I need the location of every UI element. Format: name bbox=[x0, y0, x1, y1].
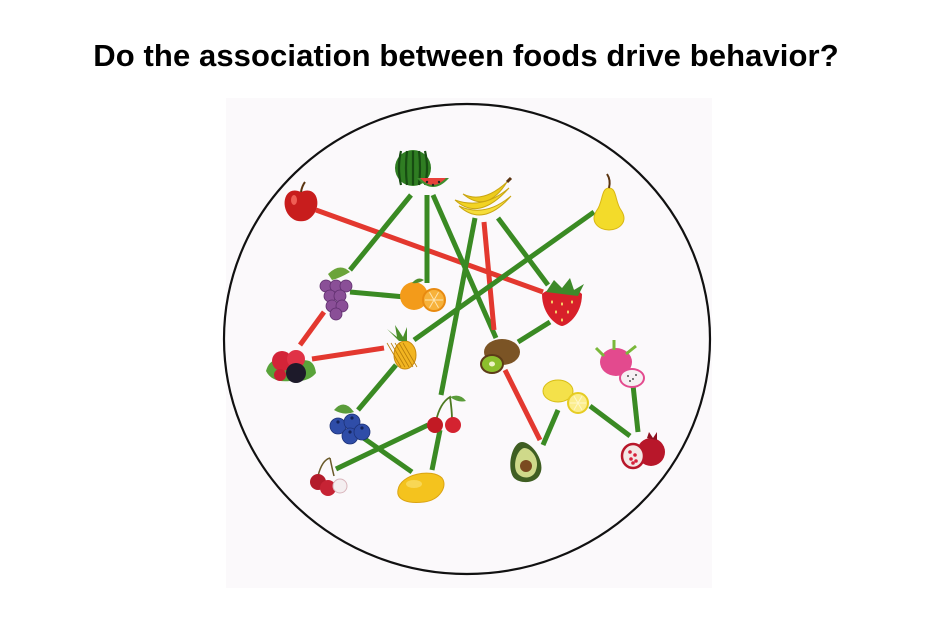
lemon-icon bbox=[542, 379, 589, 414]
strawberry-icon bbox=[542, 278, 584, 326]
raspberry-icon bbox=[266, 350, 316, 383]
banana-icon bbox=[454, 176, 513, 216]
edge-watermelon-grapes bbox=[348, 193, 413, 272]
grapes-icon bbox=[319, 267, 353, 321]
edge-cherry-mango bbox=[429, 429, 443, 471]
orange-icon bbox=[400, 278, 446, 312]
mango-icon bbox=[397, 472, 445, 503]
nodes-layer bbox=[266, 150, 665, 503]
edge-banana-strawberry bbox=[495, 216, 551, 287]
edge-grapes-raspberry bbox=[297, 310, 327, 347]
network-boundary-circle bbox=[222, 102, 712, 576]
pear-icon bbox=[593, 173, 625, 231]
edge-raspberry-pineapple bbox=[311, 345, 385, 362]
apple-icon bbox=[284, 181, 318, 222]
watermelon-icon bbox=[395, 150, 449, 187]
dragonfruit-icon bbox=[594, 340, 645, 388]
edge-cherry-lychee bbox=[334, 422, 430, 472]
pomegranate-icon bbox=[620, 432, 665, 470]
edges-layer bbox=[297, 193, 641, 475]
kiwi-icon bbox=[480, 339, 520, 374]
edge-dragonfruit-pomegranate bbox=[630, 384, 641, 433]
slide-title: Do the association between foods drive b… bbox=[93, 38, 839, 73]
blueberry-icon bbox=[329, 404, 371, 445]
edge-banana-kiwi bbox=[481, 221, 497, 331]
cherry-icon bbox=[427, 395, 466, 433]
edge-strawberry-kiwi bbox=[516, 319, 552, 345]
lychee-icon bbox=[310, 457, 348, 496]
edge-pear-pineapple bbox=[412, 209, 596, 343]
edge-lemon-avocado bbox=[540, 409, 561, 446]
edge-pineapple-blueberry bbox=[356, 363, 398, 412]
edge-grapes-orange bbox=[349, 289, 406, 300]
edge-lemon-pomegranate bbox=[588, 404, 632, 438]
edge-blueberry-mango bbox=[360, 434, 414, 475]
avocado-icon bbox=[510, 442, 542, 483]
diagram-panel bbox=[226, 98, 712, 588]
edge-kiwi-avocado bbox=[502, 368, 543, 442]
pineapple-icon bbox=[386, 325, 418, 370]
